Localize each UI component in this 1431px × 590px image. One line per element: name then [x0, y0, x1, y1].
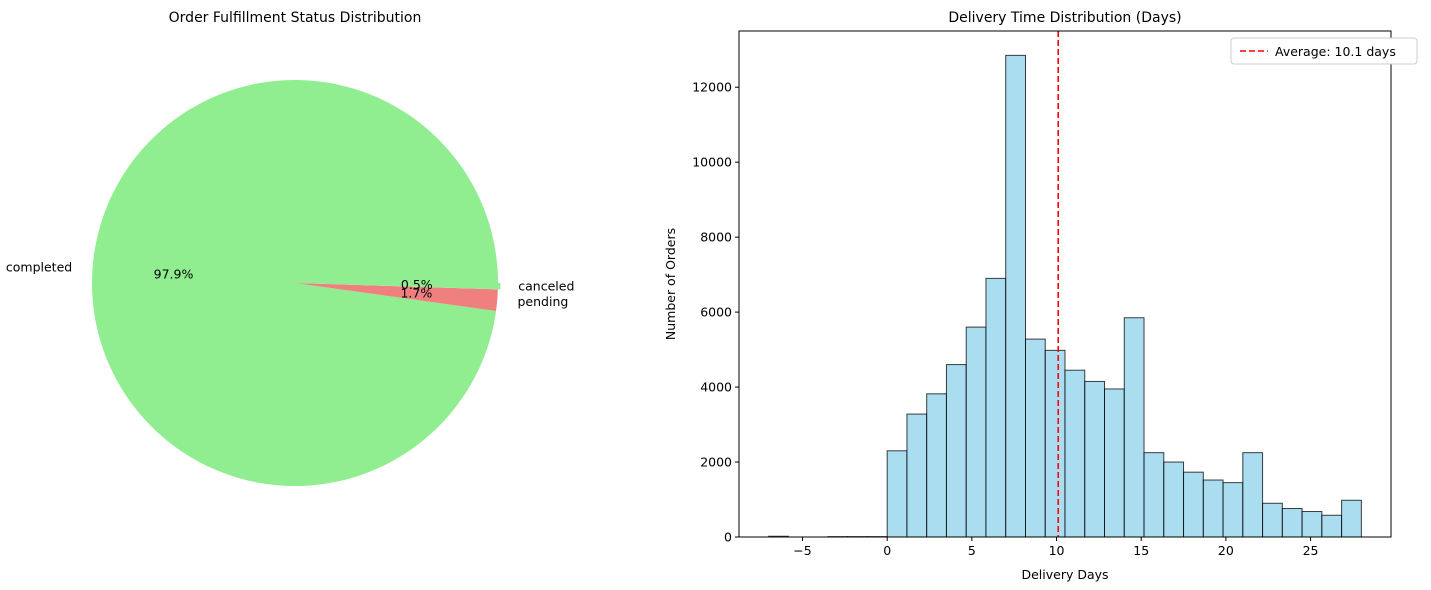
histogram-bar [1321, 514, 1343, 538]
plot-frame [738, 30, 1392, 538]
histogram-panel: Delivery Time Distribution (Days) −5 0 5 10… [663, 10, 1418, 582]
pie-label-canceled: canceled [518, 279, 574, 294]
legend: Average: 10.1 days [1230, 37, 1418, 65]
histogram-bar [1143, 452, 1165, 538]
histogram-bar [985, 277, 1007, 538]
x-tick-label: 10 [1049, 543, 1065, 558]
pie-slice-completed [92, 79, 499, 486]
histogram-bar [1262, 502, 1283, 538]
histogram-bar [1123, 317, 1145, 538]
pie-label-pending: pending [517, 294, 568, 309]
histogram-bar [1163, 461, 1185, 538]
histogram-bar [1202, 479, 1224, 538]
x-tick-label: 25 [1303, 543, 1319, 558]
histogram-bar [1222, 482, 1244, 538]
pie-pct-pending: 1.7% [400, 285, 432, 300]
x-axis-label: Delivery Days [1021, 567, 1108, 582]
pie-pct-completed: 97.9% [154, 267, 194, 282]
histogram-bar [1044, 349, 1066, 538]
pie-label-completed: completed [6, 260, 72, 275]
pie-pct-canceled: 0.5% [401, 277, 433, 292]
x-tick-label: 15 [1133, 543, 1149, 558]
pie-labels: completed 97.9% pending 1.7% canceled 0.5% [6, 260, 574, 309]
histogram-bar [1341, 499, 1362, 538]
x-tick-label: 5 [968, 543, 976, 558]
histogram-bar [1064, 369, 1086, 538]
x-tick-label: −5 [793, 543, 811, 558]
histogram-bar [1104, 388, 1125, 538]
histogram-bar [1301, 511, 1323, 538]
y-tick-label: 0 [724, 530, 732, 545]
histogram-bar [926, 393, 947, 538]
x-axis-ticks: −5 0 5 10 15 20 25 [793, 537, 1319, 558]
pie-slices [92, 79, 501, 486]
legend-box [1230, 37, 1418, 65]
histogram-bar [945, 364, 967, 538]
histogram-bar [965, 326, 987, 538]
histogram-title: Delivery Time Distribution (Days) [948, 10, 1181, 26]
histogram-bar [1242, 452, 1264, 538]
y-axis-label: Number of Orders [663, 228, 678, 340]
y-tick-label: 6000 [700, 305, 732, 320]
pie-slice-canceled [297, 283, 501, 290]
pie-slice-pending [295, 283, 498, 311]
histogram-bars [768, 54, 1362, 538]
histogram-bar [1281, 508, 1303, 538]
y-axis-ticks: 0 2000 4000 6000 8000 10000 12000 [692, 80, 739, 545]
histogram-bar [1005, 54, 1026, 538]
legend-average-label: Average: 10.1 days [1275, 44, 1396, 59]
histogram-bar [1183, 471, 1204, 538]
pie-title: Order Fulfillment Status Distribution [169, 10, 422, 26]
y-tick-label: 8000 [700, 230, 732, 245]
pie-chart-panel: Order Fulfillment Status Distribution co… [6, 10, 574, 486]
y-tick-label: 10000 [692, 155, 732, 170]
y-tick-label: 4000 [700, 380, 732, 395]
y-tick-label: 2000 [700, 455, 732, 470]
x-tick-label: 20 [1218, 543, 1234, 558]
histogram-bar [906, 413, 928, 538]
x-tick-label: 0 [883, 543, 891, 558]
histogram-bar [886, 450, 908, 538]
histogram-bar [1024, 338, 1046, 538]
histogram-bar [1084, 380, 1106, 538]
y-tick-label: 12000 [692, 80, 732, 95]
